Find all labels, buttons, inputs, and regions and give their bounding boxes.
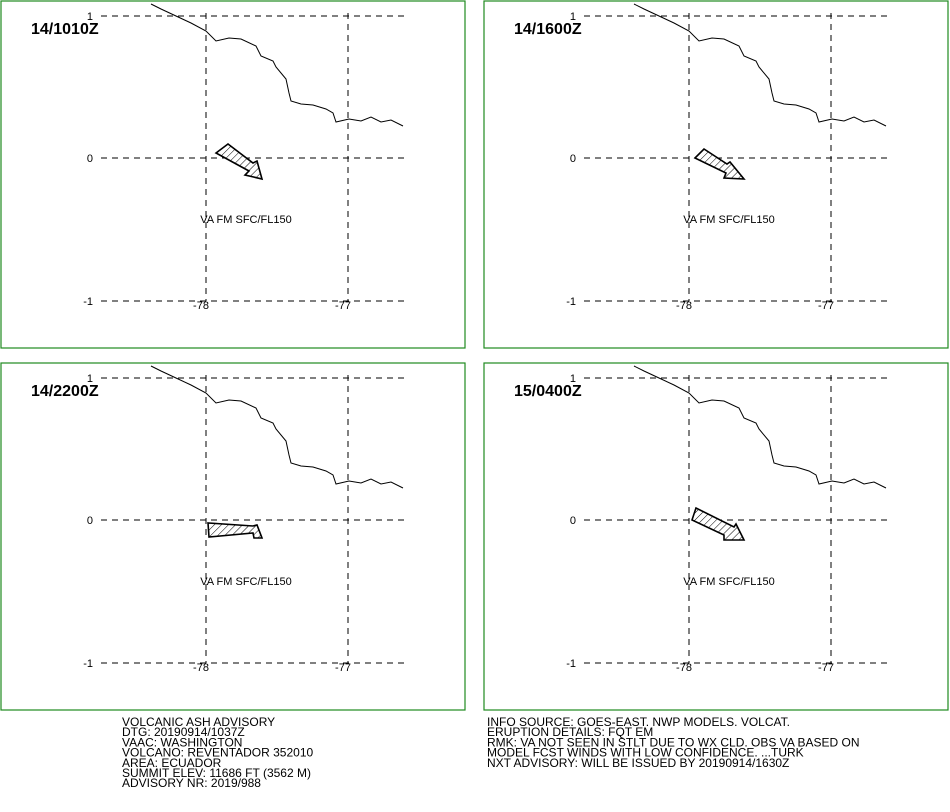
coastline [633,3,887,127]
map-panel: 1 0 -1 -78 -77 14/2200Z VA FM SFC/FL150 [0,362,466,711]
lat-label: -1 [83,296,93,308]
layer-label: VA FM SFC/FL150 [200,576,292,588]
advisory-line: ADVISORY NR: 2019/988 [122,776,261,790]
layer-label: VA FM SFC/FL150 [683,576,775,588]
advisory-line: AREA: ECUADOR [122,756,222,770]
lon-label: -77 [818,662,834,674]
ash-area [693,147,746,180]
panel-frame [483,362,949,711]
valid-time: 14/2200Z [31,383,99,400]
valid-time: 15/0400Z [514,383,582,400]
lat-label: 0 [570,515,576,527]
lon-label: -78 [193,662,209,674]
ash-area [207,522,264,539]
valid-time: 14/1600Z [514,21,582,38]
lat-label: 1 [87,11,93,23]
layer-label: VA FM SFC/FL150 [683,214,775,226]
advisory-line: DTG: 20190914/1037Z [122,725,245,739]
lat-label: -1 [566,658,576,670]
lat-label: 1 [570,373,576,385]
map-panel: 1 0 -1 -78 -77 14/1600Z VA FM SFC/FL150 [483,0,949,349]
lon-label: -77 [335,662,351,674]
advisory-line: NXT ADVISORY: WILL BE ISSUED BY 20190914… [487,756,789,770]
lon-label: -78 [676,662,692,674]
lat-label: 0 [570,153,576,165]
advisory-line: VOLCANO: REVENTADOR 352010 [122,746,314,760]
advisory-line: ERUPTION DETAILS: FQT EM [487,725,653,739]
coastline [633,365,887,489]
map-panel: 1 0 -1 -78 -77 15/0400Z VA FM SFC/FL150 [483,362,949,711]
advisory-line: MODEL FCST WINDS WITH LOW CONFIDENCE. ..… [487,746,804,760]
lat-label: 0 [87,515,93,527]
lat-label: 0 [87,153,93,165]
lat-label: 1 [87,373,93,385]
lat-label: -1 [83,658,93,670]
advisory-line: VOLCANIC ASH ADVISORY [122,715,275,729]
layer-label: VA FM SFC/FL150 [200,214,292,226]
map-panel: 1 0 -1 -78 -77 14/1010Z VA FM SFC/FL150 [0,0,466,349]
lat-label: 1 [570,11,576,23]
coastline [150,365,404,489]
advisory-line: RMK: VA NOT SEEN IN STLT DUE TO WX CLD. … [487,735,860,749]
panel-frame [0,362,466,711]
advisory-line: INFO SOURCE: GOES-EAST. NWP MODELS. VOLC… [487,715,790,729]
advisory-line: VAAC: WASHINGTON [122,735,242,749]
lon-label: -78 [193,300,209,312]
lon-label: -77 [818,300,834,312]
lon-label: -78 [676,300,692,312]
lat-label: -1 [566,296,576,308]
coastline [150,3,404,127]
lon-label: -77 [335,300,351,312]
advisory-line: SUMMIT ELEV: 11686 FT (3562 M) [122,766,311,780]
ash-area [214,142,264,181]
valid-time: 14/1010Z [31,21,99,38]
ash-area [691,506,746,541]
panel-frame [483,0,949,349]
panel-frame [0,0,466,349]
